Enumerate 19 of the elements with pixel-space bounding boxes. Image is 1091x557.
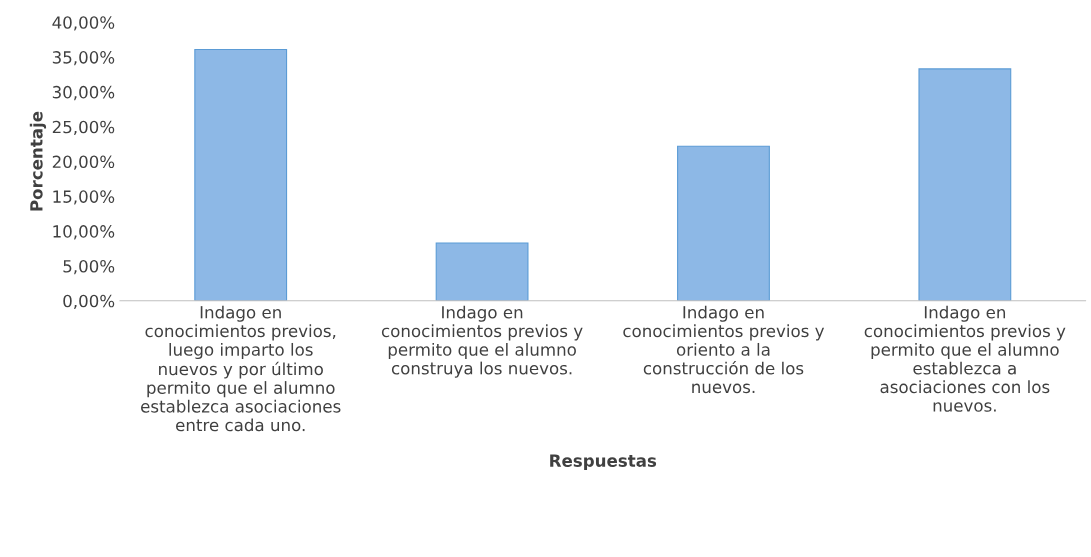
y-tick-label: 35,00% — [52, 51, 115, 66]
y-axis-title: Porcentaje — [29, 111, 47, 211]
y-tick-label: 40,00% — [52, 16, 115, 31]
x-axis-title: Respuestas — [550, 454, 657, 471]
y-tick-label: 15,00% — [53, 190, 115, 205]
x-tick-label: Indago en conocimientos previos y oriento a la construcción de los nuevos. — [623, 305, 825, 394]
bar — [677, 145, 770, 301]
y-tick-label: 5,00% — [63, 259, 115, 275]
bar — [918, 68, 1012, 301]
y-tick-label: 10,00% — [53, 225, 115, 240]
y-tick-label: 25,00% — [52, 120, 115, 135]
x-tick-label: Indago en conocimientos previos y permito que el alumno construya los nuevos. — [381, 305, 583, 378]
x-tick-label: Indago en conocimientos previos, luego imparto los nuevos y por último permito que el alumno establezca asociaciones entre cada uno. — [141, 305, 341, 432]
bar — [435, 242, 529, 301]
y-tick-label: 20,00% — [52, 155, 115, 170]
bar — [194, 48, 288, 301]
x-tick-label: Indago en conocimientos previos y permito que el alumno establezca a asociaciones con los nuevos. — [864, 305, 1066, 412]
y-tick-label: 0,00% — [63, 294, 115, 310]
y-tick-label: 30,00% — [52, 85, 115, 101]
